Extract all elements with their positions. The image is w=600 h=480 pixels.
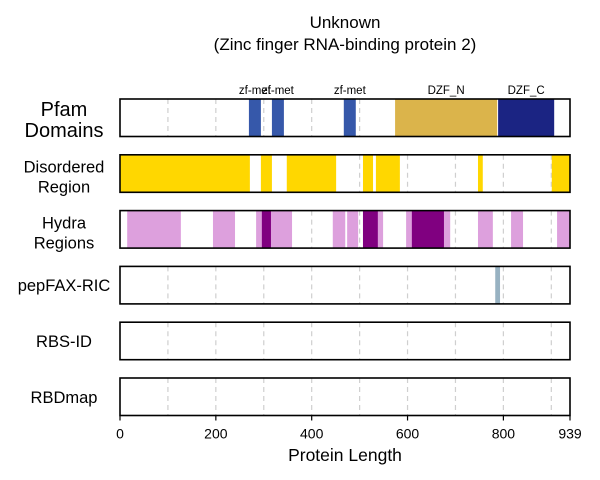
hydra-regions-segment [127,210,181,249]
disordered-region-segment [362,154,374,193]
track-rbs-id: RBS-ID [36,321,571,361]
pfam-domains-segment [248,99,261,137]
x-tick-label: 0 [116,426,124,442]
track-frame [119,209,571,249]
hydra-regions-segment [347,210,359,249]
pfam-domains-segment [498,99,555,137]
track-label-rbs-id: RBS-ID [36,333,92,351]
track-label-pfam-domains: Domains [25,120,104,142]
domain-label: zf-met [334,85,367,97]
hydra-regions-segment [261,210,271,249]
track-label-disordered-region: Region [38,179,90,197]
track-frame [119,154,571,194]
hydra-regions-segment [477,210,493,249]
track-label-disordered-region: Disordered [24,159,105,177]
disordered-region-segment [120,154,250,193]
track-frame [119,265,571,305]
domain-label: DZF_N [428,85,465,97]
hydra-regions-segment [256,210,293,249]
track-label-hydra-regions: Regions [34,234,95,252]
track-label-pepfax-ric: pepFAX-RIC [18,277,111,295]
hydra-regions-segment [411,210,444,249]
hydra-regions-segment [511,210,524,249]
pfam-domains-segment [395,99,498,137]
disordered-region-segment [375,154,400,193]
x-tick-label: 400 [300,426,324,442]
disordered-region-segment [551,154,570,193]
hydra-regions-segment [362,210,378,249]
track-frame [119,377,571,417]
track-frame [119,321,571,361]
hydra-regions-segment [557,210,570,249]
pfam-domains-segment [343,99,356,137]
pfam-domains-segment [271,99,284,137]
track-pepfax-ric: pepFAX-RIC [18,265,571,305]
domain-label: DZF_C [508,85,545,97]
track-frame [119,98,571,138]
x-tick-label: 939 [558,426,582,442]
track-hydra-regions: Hydra Regions [34,209,571,252]
pepfax-ric-segment [495,266,501,304]
x-axis-label: Protein Length [288,445,402,465]
disordered-region-segment [260,154,272,193]
track-label-pfam-domains: Pfam [41,99,88,121]
disordered-region-segment [477,154,483,193]
x-tick-label: 200 [204,426,228,442]
x-axis: 0 200 400 600 800 939 [116,415,582,442]
track-label-rbdmap: RBDmap [31,389,98,407]
domain-label: zf-met [239,85,272,97]
hydra-regions-segment [332,210,346,249]
hydra-regions-segment [212,210,236,249]
track-label-hydra-regions: Hydra [42,214,87,232]
track-disordered-region: Disordered Region [24,154,571,197]
chart-title: Unknown [310,13,381,32]
domain-label: zf-met [262,85,295,97]
x-tick-label: 600 [396,426,420,442]
x-tick-label: 800 [492,426,516,442]
disordered-region-segment [286,154,337,193]
track-rbdmap: RBDmap [31,377,571,417]
chart-subtitle: (Zinc finger RNA-binding protein 2) [214,35,477,54]
